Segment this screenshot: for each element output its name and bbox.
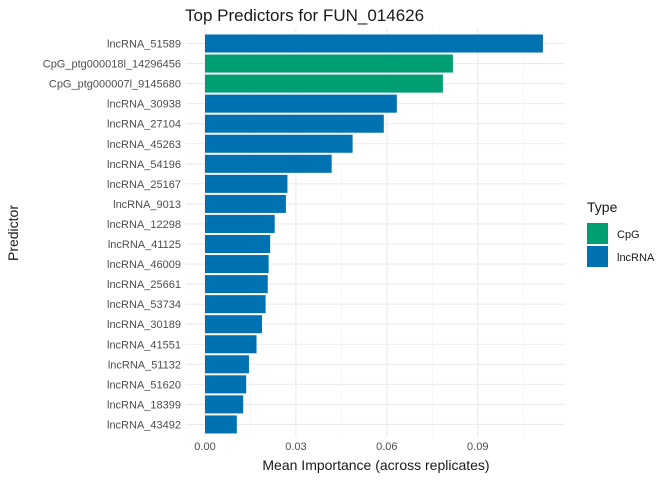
x-tick-labels: 0.00 0.03 0.06 0.09 xyxy=(194,441,488,453)
y-tick-label: lncRNA_53734 xyxy=(107,299,181,311)
legend-title: Type xyxy=(587,199,618,215)
legend-swatch xyxy=(587,223,608,244)
bar xyxy=(205,395,244,414)
x-tick-label: 0.00 xyxy=(194,441,215,453)
chart-title: Top Predictors for FUN_014626 xyxy=(185,6,424,25)
legend-label: lncRNA xyxy=(617,252,655,264)
bar xyxy=(205,114,384,133)
legend-label: CpG xyxy=(617,229,640,241)
y-tick-label: lncRNA_41551 xyxy=(107,339,181,351)
bar xyxy=(205,154,332,173)
bar xyxy=(205,315,262,334)
y-tick-label: lncRNA_30189 xyxy=(107,319,181,331)
y-tick-label: lncRNA_30938 xyxy=(107,99,181,111)
bar xyxy=(205,134,353,153)
x-tick-label: 0.06 xyxy=(376,441,397,453)
bar xyxy=(205,174,288,193)
bar xyxy=(205,275,268,294)
bars xyxy=(205,34,543,434)
y-tick-label: lncRNA_12298 xyxy=(107,219,181,231)
bar xyxy=(205,194,286,213)
y-tick-label: lncRNA_45263 xyxy=(107,139,181,151)
y-tick-label: lncRNA_51132 xyxy=(108,359,181,371)
legend-swatch xyxy=(587,246,608,267)
y-tick-label: lncRNA_18399 xyxy=(107,399,181,411)
x-tick-label: 0.03 xyxy=(285,441,306,453)
y-tick-label: lncRNA_54196 xyxy=(107,159,181,171)
x-axis-title: Mean Importance (across replicates) xyxy=(262,457,489,473)
y-tick-labels: lncRNA_51589 CpG_ptg000018l_14296456 CpG_p… xyxy=(43,39,181,432)
y-axis-title: Predictor xyxy=(5,205,21,261)
y-tick-label: lncRNA_43492 xyxy=(107,419,181,431)
y-tick-label: lncRNA_46009 xyxy=(107,259,181,271)
y-tick-label: CpG_ptg000018l_14296456 xyxy=(43,59,181,71)
bar xyxy=(205,74,443,93)
bar xyxy=(205,335,257,354)
bar xyxy=(205,94,397,113)
bar xyxy=(205,214,275,233)
y-tick-label: CpG_ptg000007l_9145680 xyxy=(49,79,181,91)
y-tick-label: lncRNA_27104 xyxy=(107,119,181,131)
bar xyxy=(205,34,543,53)
bar xyxy=(205,255,269,274)
bar xyxy=(205,234,271,254)
y-tick-label: lncRNA_25661 xyxy=(107,279,181,291)
bar xyxy=(205,375,247,394)
legend: Type CpG lncRNA xyxy=(587,199,655,267)
y-tick-label: lncRNA_41125 xyxy=(108,239,181,251)
bar xyxy=(205,54,453,73)
bar xyxy=(205,415,237,434)
x-tick-label: 0.09 xyxy=(467,441,488,453)
y-tick-label: lncRNA_25167 xyxy=(107,179,181,191)
bar xyxy=(205,355,249,374)
y-tick-label: lncRNA_9013 xyxy=(113,199,181,211)
bar xyxy=(205,295,266,314)
y-tick-label: lncRNA_51620 xyxy=(107,379,181,391)
y-tick-label: lncRNA_51589 xyxy=(107,39,181,51)
